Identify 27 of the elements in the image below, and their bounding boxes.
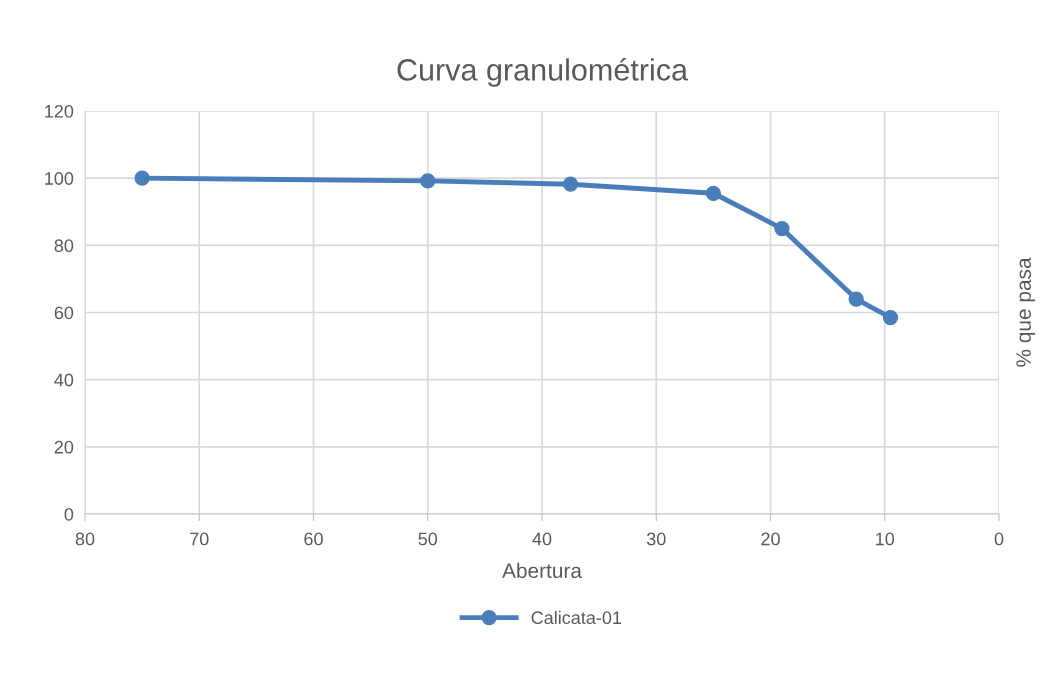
x-tick-label: 0	[994, 532, 1004, 546]
point	[420, 173, 436, 189]
y-tick-label: 120	[45, 104, 74, 118]
y-axis-title: % que pasa	[1016, 257, 1036, 367]
x-tick-label: 80	[75, 532, 95, 546]
point	[134, 170, 150, 186]
x-tick-label: 60	[304, 532, 323, 546]
point	[882, 309, 899, 326]
x-tick-label: 40	[532, 532, 552, 546]
y-tick-label: 0	[64, 507, 74, 521]
x-tick-label: 30	[646, 532, 666, 546]
y-tick-label: 80	[54, 239, 74, 253]
legend-label: Calicata-01	[531, 610, 622, 625]
x-tick-label: 70	[190, 532, 209, 546]
point	[774, 220, 790, 237]
x-tick-label: 10	[876, 532, 895, 546]
y-tick-label: 60	[54, 306, 74, 320]
y-tick-label: 20	[54, 440, 74, 454]
y-tick-label: 100	[45, 172, 74, 185]
point	[562, 176, 579, 192]
chart-title: Curva granulométrica	[397, 57, 689, 87]
point	[848, 291, 864, 307]
x-tick-label: 20	[761, 532, 780, 546]
point	[705, 185, 722, 201]
y-tick-label: 40	[54, 373, 74, 387]
x-tick-label: 50	[418, 532, 438, 546]
x-axis-title: Abertura	[502, 562, 582, 579]
